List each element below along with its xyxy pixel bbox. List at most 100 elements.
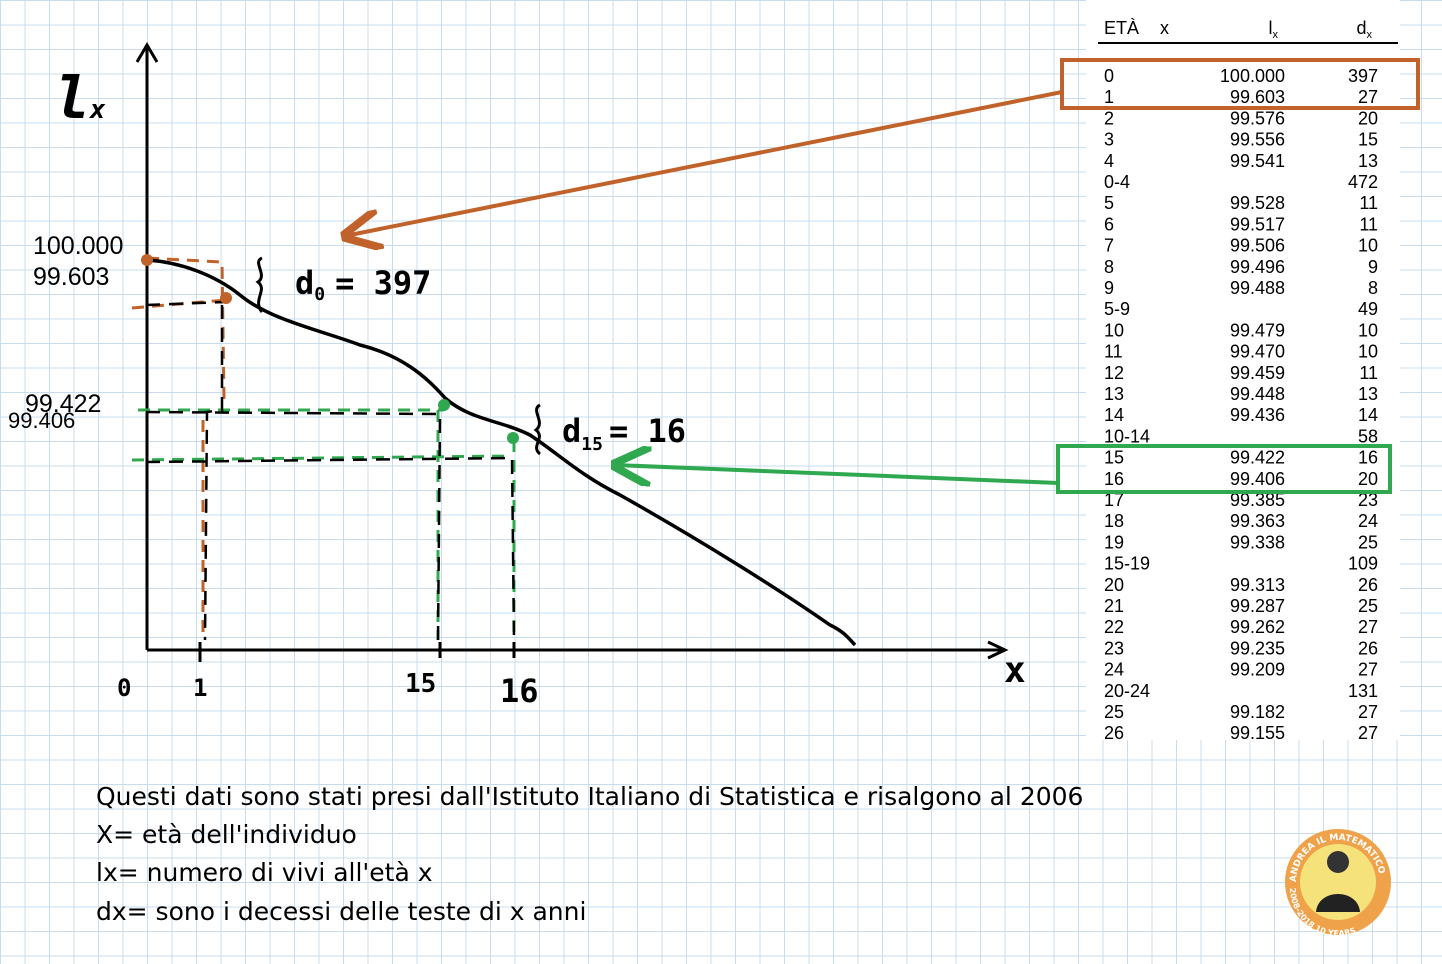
cell-lx: 99.313 bbox=[1230, 575, 1285, 595]
cell-dx: 14 bbox=[1358, 405, 1378, 425]
cell-dx: 10 bbox=[1358, 236, 1378, 256]
x-tick-label: 0 bbox=[117, 674, 131, 702]
cell-age: 13 bbox=[1104, 384, 1124, 404]
guides bbox=[145, 300, 516, 641]
cell-dx: 27 bbox=[1358, 87, 1378, 107]
y-axis-label: lx bbox=[55, 64, 106, 132]
t: d bbox=[562, 412, 581, 450]
cell-age: 22 bbox=[1104, 617, 1124, 637]
t: 15 bbox=[581, 434, 603, 455]
guides bbox=[131, 256, 516, 640]
note: Questi dati sono stati presi dall'Istitu… bbox=[96, 782, 1083, 811]
cell-age: 25 bbox=[1104, 702, 1124, 722]
cell-lx: 99.182 bbox=[1230, 702, 1285, 722]
cell-lx: 99.209 bbox=[1230, 660, 1285, 680]
cell-age: 7 bbox=[1104, 236, 1114, 256]
table-header: ETÀ x lx dx bbox=[1104, 18, 1373, 41]
cell-dx: 8 bbox=[1368, 278, 1378, 298]
cell-dx: 20 bbox=[1358, 108, 1378, 128]
cell-dx: 109 bbox=[1348, 554, 1378, 574]
labels: lx x 0 1 15 16 d0 = 397 d15 = 16 bbox=[55, 64, 1026, 710]
axes bbox=[135, 42, 1009, 662]
y-tick-label: 99.422 bbox=[25, 390, 101, 418]
cell-age: 0 bbox=[1104, 66, 1114, 86]
cell-dx: 11 bbox=[1359, 363, 1378, 383]
point bbox=[220, 292, 232, 304]
cell-age: 18 bbox=[1104, 511, 1124, 531]
header-dx: dx bbox=[1356, 18, 1372, 41]
cell-lx: 99.603 bbox=[1230, 87, 1285, 107]
highlight-box bbox=[1060, 58, 1420, 110]
cell-dx: 11 bbox=[1359, 193, 1378, 213]
cell-lx: 99.448 bbox=[1230, 384, 1285, 404]
cell-age: 12 bbox=[1104, 363, 1124, 383]
cell-age: 19 bbox=[1104, 532, 1124, 552]
x-tick-label: 15 bbox=[405, 669, 436, 699]
y-tick-label: 100.000 bbox=[33, 232, 123, 260]
cell-age: 3 bbox=[1104, 130, 1114, 150]
t: x bbox=[1367, 29, 1373, 41]
note: X= età dell'individuo bbox=[96, 820, 357, 849]
table-panel bbox=[1086, 0, 1400, 740]
cell-dx: 13 bbox=[1358, 384, 1378, 404]
cell-age: 17 bbox=[1104, 490, 1124, 510]
logo: ANDREA IL MATEMATICO 2008-2018 10 YEARS bbox=[1285, 829, 1391, 938]
header-lx: lx bbox=[1269, 18, 1279, 41]
cell-lx: 99.517 bbox=[1230, 214, 1285, 234]
cell-dx: 13 bbox=[1358, 151, 1378, 171]
cell-dx: 27 bbox=[1358, 702, 1378, 722]
cell-dx: 24 bbox=[1358, 511, 1378, 531]
cell-age: 20 bbox=[1104, 575, 1124, 595]
t: = 16 bbox=[609, 412, 686, 450]
brace bbox=[533, 403, 542, 456]
cell-dx: 397 bbox=[1348, 66, 1378, 86]
cell-dx: 26 bbox=[1358, 638, 1378, 658]
cell-age: 11 bbox=[1104, 342, 1123, 362]
header-age-var: x bbox=[1160, 18, 1169, 38]
cell-age: 6 bbox=[1104, 214, 1114, 234]
y-labels: 100.000 99.603 99.422 99.406 bbox=[8, 232, 123, 433]
point bbox=[438, 399, 450, 411]
cell-lx: 99.262 bbox=[1230, 617, 1285, 637]
x-axis-label: x bbox=[1004, 650, 1026, 691]
cell-age: 8 bbox=[1104, 257, 1114, 277]
t: l bbox=[1269, 18, 1273, 38]
cell-lx: 99.287 bbox=[1230, 596, 1285, 616]
cell-dx: 10 bbox=[1358, 342, 1378, 362]
point bbox=[507, 432, 519, 444]
cell-dx: 58 bbox=[1358, 426, 1378, 446]
cell-dx: 20 bbox=[1358, 469, 1378, 489]
cell-age: 4 bbox=[1104, 151, 1114, 171]
cell-lx: 99.506 bbox=[1230, 236, 1285, 256]
cell-age: 0-4 bbox=[1104, 172, 1130, 192]
highlight-box bbox=[1056, 444, 1392, 494]
brace bbox=[255, 256, 264, 313]
t: d bbox=[1356, 18, 1366, 38]
cell-age: 20-24 bbox=[1104, 681, 1150, 701]
cell-dx: 23 bbox=[1358, 490, 1378, 510]
cell-lx: 99.479 bbox=[1230, 320, 1285, 340]
y-tick-label: 99.406 bbox=[8, 408, 75, 433]
cell-age: 23 bbox=[1104, 638, 1124, 658]
cell-age: 5-9 bbox=[1104, 299, 1130, 319]
arrow bbox=[345, 90, 1063, 236]
cell-lx: 99.496 bbox=[1230, 257, 1285, 277]
header-age: ETÀ bbox=[1104, 18, 1139, 38]
t: l bbox=[55, 64, 90, 132]
cell-dx: 25 bbox=[1358, 532, 1378, 552]
arrow bbox=[615, 465, 1059, 483]
cell-dx: 27 bbox=[1358, 617, 1378, 637]
x-tick-label: 1 bbox=[193, 674, 207, 702]
cell-age: 26 bbox=[1104, 723, 1124, 743]
cell-age: 15-19 bbox=[1104, 554, 1150, 574]
cell-lx: 99.385 bbox=[1230, 490, 1285, 510]
t: 0 bbox=[314, 284, 325, 305]
cell-lx: 99.235 bbox=[1230, 638, 1285, 658]
t: = 397 bbox=[335, 264, 431, 302]
cell-age: 5 bbox=[1104, 193, 1114, 213]
cell-age: 2 bbox=[1104, 108, 1114, 128]
y-tick-label: 99.603 bbox=[33, 263, 109, 291]
